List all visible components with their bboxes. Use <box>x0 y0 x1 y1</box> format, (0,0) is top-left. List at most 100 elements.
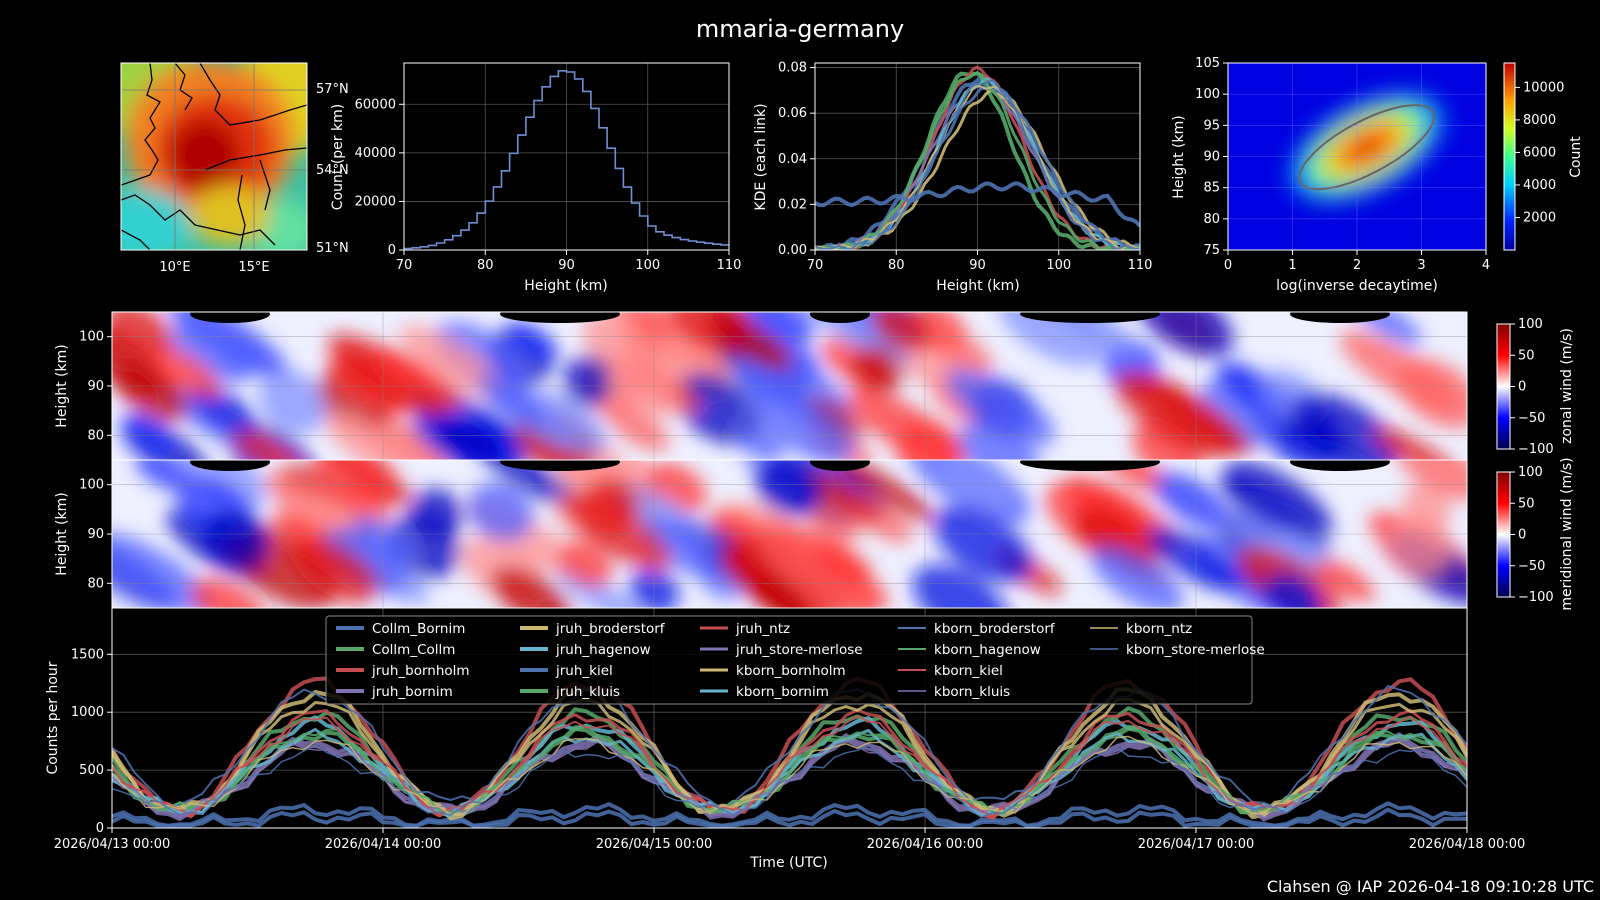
wind-cell <box>852 345 904 392</box>
legend-label: jruh_store-merlose <box>735 642 863 658</box>
kde-ytick: 0.08 <box>778 61 807 76</box>
hist-grid <box>403 63 730 251</box>
legend-label: kborn_bornim <box>736 684 829 700</box>
wind-cell <box>640 517 718 576</box>
kde-ytick: 0.04 <box>778 152 807 167</box>
data-gap <box>1290 312 1390 323</box>
wind-cell <box>112 532 214 608</box>
wind-cell <box>325 413 415 460</box>
counts-ylabel: Counts per hour <box>45 661 61 774</box>
decay-xtick: 0 <box>1224 258 1232 273</box>
data-gap <box>190 312 270 323</box>
wind-cell <box>756 520 877 608</box>
kde-line-kborn_bornholm <box>815 84 1140 250</box>
wind-cell <box>922 323 993 374</box>
kde-xlabel: Height (km) <box>936 278 1019 294</box>
decay-ytick: 95 <box>1203 118 1220 133</box>
map-xtick: 10°E <box>159 260 190 275</box>
wind-cell <box>1133 312 1234 357</box>
counts-ytick: 500 <box>79 763 104 778</box>
kde-xtick: 110 <box>1128 258 1153 273</box>
meridional-colorbar-label: meridional wind (m/s) <box>1559 457 1575 610</box>
wind-cell <box>468 481 534 542</box>
legend-label: jruh_broderstorf <box>555 621 666 637</box>
wind-cell <box>870 312 933 352</box>
hist-xtick: 110 <box>717 258 742 273</box>
counts-xtick: 2026/04/15 00:00 <box>596 837 713 852</box>
wind-cell <box>815 541 873 585</box>
decay-ytick: 85 <box>1203 181 1220 196</box>
wind-cell <box>1391 515 1452 577</box>
wind-cell <box>231 428 303 460</box>
decay-cb-tick: 10000 <box>1523 80 1564 95</box>
wind-cell <box>704 312 793 371</box>
wind-cell <box>912 564 1010 608</box>
kde-ytick: 0.02 <box>778 197 807 212</box>
wind-cell <box>412 488 464 537</box>
counts-line-jruh_broderstorf <box>112 686 1467 821</box>
wind-cell <box>328 333 448 417</box>
kde-line-jruh_kluis <box>815 71 1140 250</box>
decay-contour <box>1298 104 1436 191</box>
wind-cell <box>148 345 220 398</box>
wind-cell <box>1154 472 1229 529</box>
kde-ytick: 0.06 <box>778 106 807 121</box>
hist-ytick: 0 <box>388 243 396 258</box>
decay-xtick: 1 <box>1288 258 1296 273</box>
data-gap <box>1290 460 1390 471</box>
wind-cell <box>114 365 187 422</box>
wind-cell <box>218 331 269 376</box>
wind-cell <box>612 312 673 340</box>
legend-label: jruh_bornim <box>371 684 453 700</box>
wind-cell <box>1352 312 1422 346</box>
wind-cell <box>371 345 464 408</box>
wind-cell <box>1263 572 1322 608</box>
wind-cell <box>957 422 1040 460</box>
decay-ylabel: Height (km) <box>1171 115 1187 198</box>
wind-cell <box>834 460 935 522</box>
wind-cell <box>474 460 579 509</box>
wind-cell <box>321 528 406 593</box>
wind-cell <box>203 508 269 570</box>
hist-ytick: 20000 <box>355 194 396 209</box>
wind-cell <box>433 416 500 460</box>
kde-line-jruh_kiel <box>815 84 1140 250</box>
wind-cell <box>290 538 377 604</box>
counts-xtick: 2026/04/13 00:00 <box>54 837 171 852</box>
kde-line-kborn_kluis <box>815 79 1140 250</box>
hist-xtick: 70 <box>396 258 413 273</box>
zonal-wind-panel: 80 90 100 Height (km) 100 50 0 −50 −100 zonal … <box>54 311 1575 461</box>
hist-ylabel: Count (per km) <box>330 104 346 210</box>
counts-line-jruh_hagenow <box>112 715 1467 818</box>
counts-xtick: 2026/04/17 00:00 <box>1138 837 1255 852</box>
wind-cell <box>312 460 400 510</box>
decay-ytick: 100 <box>1195 87 1220 102</box>
counts-xtick: 2026/04/16 00:00 <box>867 837 984 852</box>
decay-ytick: 90 <box>1203 150 1220 165</box>
wind-cell <box>1147 526 1240 592</box>
legend-label: kborn_store-merlose <box>1126 642 1265 658</box>
wind-cb-tick: −50 <box>1518 559 1545 574</box>
wind-cb-tick: −100 <box>1518 590 1554 605</box>
zonal-ylabel: Height (km) <box>54 344 70 427</box>
kde-xtick: 70 <box>807 258 824 273</box>
legend-label: jruh_bornholm <box>371 663 470 679</box>
decay-colorbar-label: Count <box>1568 136 1584 178</box>
map-panel: 10°E 15°E 57°N 54°N 51°N <box>120 62 349 275</box>
counts-line-kborn_ntz <box>112 735 1467 817</box>
wind-cb-tick: 50 <box>1518 348 1535 363</box>
meridional-wind-panel: 80 90 100 Height (km) 100 50 0 −50 −100 meridi… <box>54 457 1575 610</box>
hist-xtick: 80 <box>477 258 494 273</box>
legend-label: jruh_kluis <box>555 684 620 700</box>
counts-line-kborn_store-merlose <box>112 743 1467 818</box>
zonal-colorbar <box>1496 323 1511 450</box>
decay-cb-tick: 8000 <box>1523 113 1556 128</box>
counts-xtick: 2026/04/14 00:00 <box>325 837 442 852</box>
wind-cell <box>120 413 177 457</box>
legend-label: jruh_kiel <box>555 663 613 679</box>
decay-ytick: 75 <box>1203 243 1220 258</box>
hist-ytick: 40000 <box>355 146 396 161</box>
wind-cell <box>191 577 268 608</box>
legend-label: kborn_hagenow <box>934 642 1041 658</box>
